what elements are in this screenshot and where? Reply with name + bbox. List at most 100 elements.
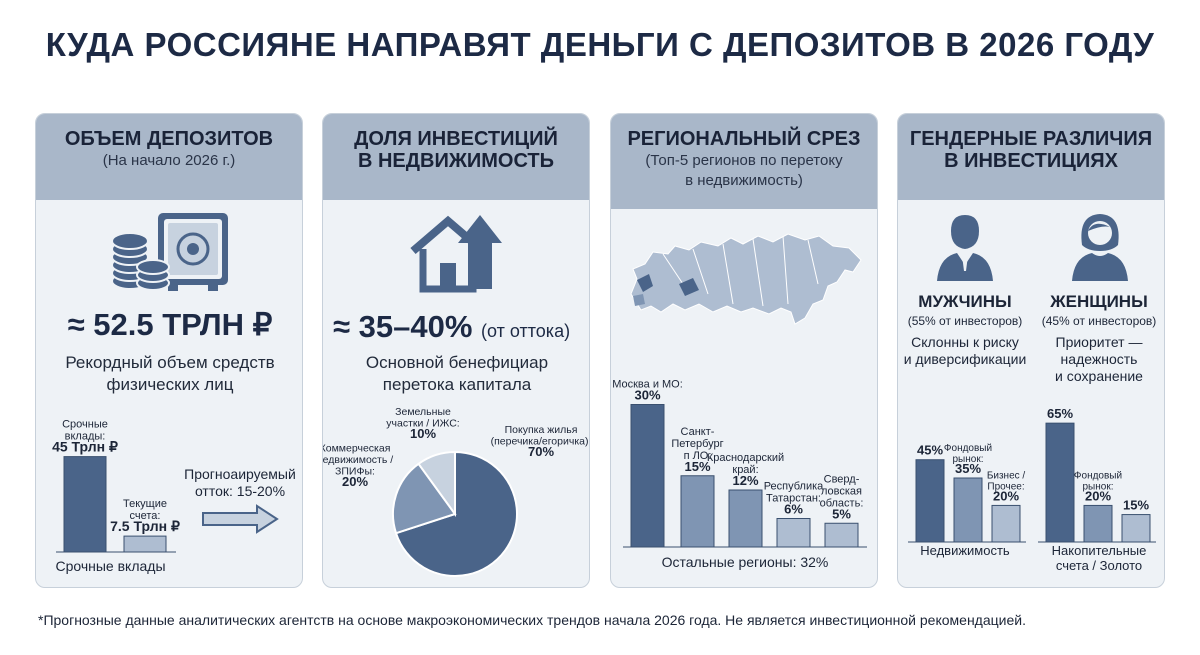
russia-map-icon xyxy=(630,233,862,325)
women-description-line1: Приоритет — xyxy=(1055,334,1143,350)
pie-label-1-line-2: (перечика/егоричка): xyxy=(491,436,590,448)
bar-label-1-line-1: 45% xyxy=(917,443,943,458)
forecast-label-line2: отток: 15-20% xyxy=(194,483,286,499)
bar-label-1-line-1: Срочные xyxy=(62,419,108,431)
footnote: *Прогнозные данные аналитических агентст… xyxy=(38,612,1026,628)
bar-label-2-line-1: Фондовый xyxy=(944,443,992,454)
bar-label-1-line-2: 30% xyxy=(634,388,660,403)
man-icon xyxy=(937,215,993,281)
bar-label-5-line-4: 5% xyxy=(832,506,851,521)
bar-label-3-line-1: Бизнес / xyxy=(987,470,1026,481)
regions-others-label: Остальные регионы: 32% xyxy=(661,554,829,570)
panel-regions: РЕГИОНАЛЬНЫЙ СРЕЗ (Топ-5 регионов по пер… xyxy=(610,113,878,588)
bar-label-2-line-2: рынок: xyxy=(953,454,984,465)
women-description-line2: надежность xyxy=(1060,351,1138,367)
men-x-label: Недвижимость xyxy=(920,543,1010,558)
bar-label-1-line-2: вклады: xyxy=(65,431,106,443)
pie-slice-3 xyxy=(417,450,456,518)
bar-label-2-line-4: 15% xyxy=(684,459,710,474)
men-share: (55% от инвесторов) xyxy=(907,314,1023,328)
realestate-pie-chart: Покупка жилья(перечика/егоричка):70% Комм… xyxy=(322,406,590,577)
house-arrow-icon xyxy=(410,215,502,293)
bar-label-2-line-3: 35% xyxy=(955,461,981,476)
bar-label-5-line-3: область: xyxy=(820,497,864,509)
women-share: (45% от инвесторов) xyxy=(1041,314,1157,328)
pie-label-3-line-3: 10% xyxy=(410,426,436,441)
bar-2 xyxy=(680,475,715,548)
panel-gender: ГЕНДЕРНЫЕ РАЗЛИЧИЯ В ИНВЕСТИЦИЯХ МУЖЧИНЫ… xyxy=(897,113,1165,588)
realestate-value-note: (от оттока) xyxy=(481,321,571,341)
realestate-description-line1: Основной бенефициар xyxy=(365,353,549,372)
bar-1 xyxy=(915,459,945,543)
pie-label-3-line-2: участки / ИЖС: xyxy=(386,418,459,430)
pie-label-1-line-3: 70% xyxy=(528,444,554,459)
bar-1 xyxy=(630,404,665,548)
bar-label-4-line-3: 6% xyxy=(784,502,803,517)
arrow-right-icon xyxy=(202,504,279,534)
panel-subtitle-line1: (Топ-5 регионов по перетоку xyxy=(645,152,843,169)
panel-header: ОБЪЕМ ДЕПОЗИТОВ (На начало 2026 г.) xyxy=(36,114,302,200)
bar-label-1-line-1: 65% xyxy=(1047,406,1073,421)
bar-label-2-line-3: 7.5 Трлн ₽ xyxy=(110,518,180,534)
women-description-line3: и сохранение xyxy=(1055,368,1143,384)
bar-4 xyxy=(776,518,811,548)
women-x-label-line2: счета / Золото xyxy=(1055,558,1143,573)
bar-label-3-line-2: Прочее: xyxy=(987,481,1024,492)
pie-label-2-line-3: ЗПИФы: xyxy=(335,466,375,478)
bar-1 xyxy=(63,456,107,553)
men-description-line1: Склонны к риску xyxy=(911,334,1019,350)
bar-label-5-line-1: Сверд- xyxy=(824,473,860,485)
bar-2 xyxy=(123,535,167,553)
bar-label-4-line-1: Республика xyxy=(764,481,824,493)
coins-safe-icon xyxy=(111,213,228,291)
bar-label-1-line-3: 45 Трлн ₽ xyxy=(52,439,118,455)
bar-label-2-line-2: счета: xyxy=(130,510,161,522)
bar-label-3-line-1: Краснодарский xyxy=(707,452,784,464)
deposits-x-label: Срочные вклады xyxy=(55,558,166,574)
deposits-description-line1: Рекордный объем средств xyxy=(65,353,275,372)
bar-5 xyxy=(824,522,859,548)
panel-title-line2: В ИНВЕСТИЦИЯХ xyxy=(944,150,1118,172)
bar-label-2-line-1: Санкт- xyxy=(681,426,715,438)
pie-label-3-line-1: Земельные xyxy=(395,406,451,418)
bar-label-3-line-3: 20% xyxy=(993,488,1019,503)
forecast-label-line1: Прогноаируемый xyxy=(184,466,296,482)
men-title: МУЖЧИНЫ xyxy=(918,292,1012,311)
women-title: ЖЕНЩИНЫ xyxy=(1050,292,1148,311)
panel-title-line1: ДОЛЯ ИНВЕСТИЦИЙ xyxy=(354,128,558,150)
women-x-label-line1: Накопительные xyxy=(1051,543,1147,558)
panel-subtitle-line2: в недвижимость) xyxy=(685,172,803,189)
bar-1 xyxy=(1045,422,1075,543)
realestate-value: ≈ 35–40% xyxy=(333,309,473,344)
bar-label-2-line-1: Текущие xyxy=(123,498,167,510)
pie-label-1-line-1: Покупка жилья xyxy=(505,424,578,436)
panel-title-line2: В НЕДВИЖИМОСТЬ xyxy=(357,150,555,172)
woman-icon xyxy=(1072,214,1128,281)
bar-label-1-line-1: Москва и МО: xyxy=(612,379,683,391)
page-title: КУДА РОССИЯНЕ НАПРАВЯТ ДЕНЬГИ С ДЕПОЗИТО… xyxy=(45,26,1155,63)
bar-3 xyxy=(1121,514,1151,543)
men-description-line2: и диверсификации xyxy=(903,351,1027,367)
panel-realestate: ДОЛЯ ИНВЕСТИЦИЙ В НЕДВИЖИМОСТЬ ≈ 35–40% … xyxy=(322,113,590,588)
bar-3 xyxy=(991,504,1021,543)
bar-label-2-line-2: Петербург xyxy=(671,438,723,450)
bar-label-3-line-2: край: xyxy=(732,464,758,476)
bar-label-2-line-3: 20% xyxy=(1085,488,1111,503)
pie-slice-2 xyxy=(392,462,457,535)
bar-label-2-line-3: п ЛО: xyxy=(684,450,712,462)
panel-subtitle: (На начало 2026 г.) xyxy=(102,152,236,169)
panel-title-line1: ГЕНДЕРНЫЕ РАЗЛИЧИЯ xyxy=(909,128,1153,150)
bar-label-3-line-1: 15% xyxy=(1123,498,1149,513)
bar-2 xyxy=(953,477,983,543)
bar-label-2-line-2: рынок: xyxy=(1083,481,1114,492)
bar-3 xyxy=(728,489,763,548)
panel-header: ГЕНДЕРНЫЕ РАЗЛИЧИЯ В ИНВЕСТИЦИЯХ xyxy=(898,114,1164,200)
deposits-description-line2: физических лиц xyxy=(106,375,234,394)
pie-label-2-line-2: недвижимость / xyxy=(322,454,393,466)
bar-label-2-line-1: Фондовый xyxy=(1074,470,1122,481)
panel-title: ОБЪЕМ ДЕПОЗИТОВ xyxy=(64,128,274,150)
